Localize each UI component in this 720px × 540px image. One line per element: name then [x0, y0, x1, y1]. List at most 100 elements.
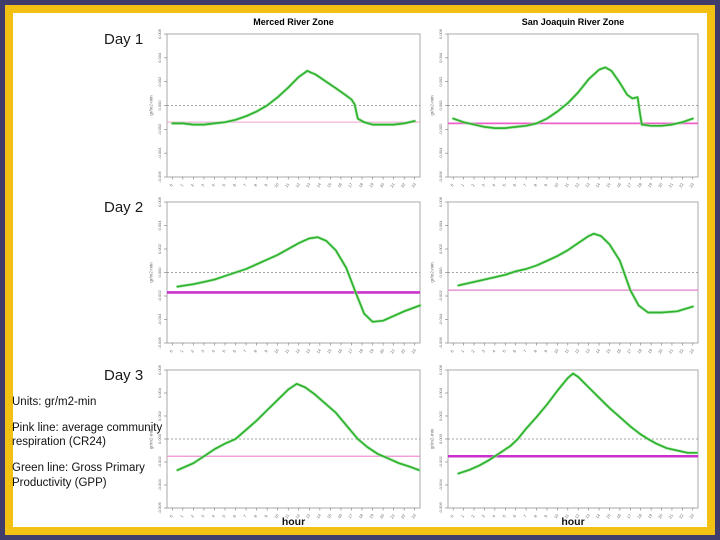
chart-day1-merced: 0.006 0.004 0.002 0.000 -0.002 -0.004 -0.006 gr…	[146, 28, 425, 199]
x-tick-label: 14	[315, 181, 322, 188]
x-tick-label: 11	[284, 512, 291, 519]
y-tick-label: 0.002	[438, 76, 443, 87]
x-tick-label: 22	[678, 181, 685, 188]
x-tick-label: 2	[470, 182, 476, 187]
x-tick-label: 7	[242, 348, 248, 353]
x-tick-label: 9	[263, 182, 269, 187]
x-tick-label: 3	[481, 513, 487, 518]
x-tick-label: 18	[357, 181, 364, 188]
x-tick-label: 20	[379, 347, 386, 354]
x-tick-label: 20	[379, 181, 386, 188]
y-tick-label: 0.000	[438, 267, 443, 278]
y-tick-label: 0.000	[157, 100, 162, 111]
chart-day2-merced: 0.006 0.004 0.002 0.000 -0.002 -0.004 -0.006 gr…	[146, 196, 425, 365]
x-tick-label: 12	[294, 347, 301, 354]
gpp-cr24-plot-day3-sanjoaquin: 0.006 0.004 0.002 0.000 -0.002 -0.004 -0.006 gr…	[430, 364, 699, 519]
y-tick-label: -0.006	[438, 502, 443, 514]
x-tick-label: 1	[179, 182, 185, 187]
x-tick-label: 21	[389, 181, 396, 188]
x-tick-label: 16	[615, 512, 622, 519]
plot-border	[166, 369, 421, 509]
column-title-sanjoaquin: San Joaquin River Zone	[521, 17, 625, 27]
x-tick-label: 15	[605, 512, 612, 519]
x-tick-label: 20	[379, 512, 386, 519]
x-tick-label: 14	[594, 347, 601, 354]
plot-border	[166, 201, 421, 344]
x-tick-label: 17	[347, 512, 354, 519]
x-tick-label: 6	[232, 182, 238, 187]
y-axis-title: gr/m2-min	[430, 95, 435, 116]
y-axis-title: gr/m2-min	[149, 428, 154, 449]
x-tick-label: 13	[584, 181, 591, 188]
x-tick-label: 8	[533, 182, 539, 187]
y-tick-label: 0.004	[438, 220, 443, 231]
x-tick-label: 6	[232, 513, 238, 518]
gpp-cr24-plot-day1-merced: 0.006 0.004 0.002 0.000 -0.002 -0.004 -0.006 gr…	[149, 28, 421, 188]
x-tick-label: 16	[615, 181, 622, 188]
x-tick-label: 2	[470, 513, 476, 518]
y-tick-label: 0.000	[157, 267, 162, 278]
y-tick-label: -0.004	[157, 147, 162, 159]
x-tick-label: 19	[647, 347, 654, 354]
x-tick-label: 13	[305, 181, 312, 188]
x-tick-label: 20	[657, 512, 664, 519]
x-tick-label: 0	[168, 182, 174, 187]
x-tick-label: 5	[501, 513, 507, 518]
x-tick-label: 15	[326, 181, 333, 188]
y-tick-label: 0.000	[438, 433, 443, 444]
gpp-curve	[176, 236, 421, 323]
x-tick-label: 19	[647, 181, 654, 188]
gpp-curve	[452, 66, 694, 129]
x-tick-label: 18	[357, 347, 364, 354]
x-tick-label: 1	[460, 513, 466, 518]
x-tick-label: 22	[400, 347, 407, 354]
y-tick-label: 0.006	[157, 364, 162, 375]
x-tick-label: 4	[211, 513, 217, 518]
y-tick-label: 0.006	[438, 28, 443, 39]
x-tick-label: 15	[605, 181, 612, 188]
x-tick-label: 10	[553, 347, 560, 354]
y-tick-label: -0.004	[438, 147, 443, 159]
x-tick-label: 23	[410, 347, 417, 354]
gpp-cr24-plot-day2-sanjoaquin: 0.006 0.004 0.002 0.000 -0.002 -0.004 -0.006 gr…	[430, 196, 699, 354]
x-tick-label: 16	[336, 347, 343, 354]
y-axis-title: gr/m2-min	[430, 428, 435, 449]
x-tick-label: 12	[294, 181, 301, 188]
x-tick-label: 19	[368, 512, 375, 519]
x-tick-label: 7	[242, 513, 248, 518]
x-tick-label: 8	[253, 182, 259, 187]
x-tick-label: 7	[522, 348, 528, 353]
x-tick-label: 10	[273, 512, 280, 519]
y-axis-title: gr/m2-min	[430, 262, 435, 283]
x-tick-label: 6	[512, 513, 518, 518]
y-tick-label: -0.004	[438, 313, 443, 325]
x-tick-label: 6	[512, 348, 518, 353]
x-tick-label: 10	[273, 347, 280, 354]
y-tick-label: -0.006	[438, 171, 443, 183]
x-tick-label: 3	[200, 513, 206, 518]
x-tick-label: 22	[400, 512, 407, 519]
y-axis-title: gr/m2-min	[149, 95, 154, 116]
y-tick-label: -0.002	[157, 290, 162, 302]
x-tick-label: 2	[470, 348, 476, 353]
x-tick-label: 16	[615, 347, 622, 354]
x-tick-label: 18	[636, 347, 643, 354]
x-tick-label: 19	[368, 347, 375, 354]
x-tick-label: 0	[168, 513, 174, 518]
x-tick-label: 8	[533, 348, 539, 353]
x-tick-label: 21	[667, 181, 674, 188]
y-tick-label: 0.002	[157, 76, 162, 87]
x-tick-label: 2	[189, 182, 195, 187]
y-tick-label: -0.002	[438, 290, 443, 302]
y-tick-label: 0.004	[157, 387, 162, 398]
x-tick-label: 9	[543, 513, 549, 518]
x-tick-label: 16	[336, 512, 343, 519]
y-tick-label: 0.006	[157, 28, 162, 39]
y-tick-label: -0.004	[157, 479, 162, 491]
x-tick-label: 4	[211, 348, 217, 353]
x-tick-label: 18	[636, 181, 643, 188]
x-tick-label: 17	[347, 347, 354, 354]
row-label-day1: Day 1	[104, 31, 144, 48]
x-tick-label: 4	[491, 348, 497, 353]
